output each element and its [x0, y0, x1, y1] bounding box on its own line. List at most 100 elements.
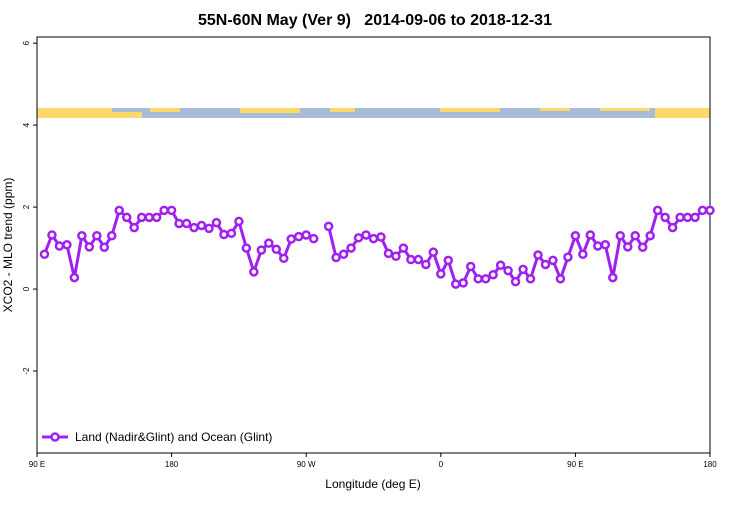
point	[682, 212, 693, 223]
point	[226, 228, 237, 239]
point	[92, 231, 102, 241]
point	[443, 255, 454, 266]
point	[129, 222, 139, 233]
point	[293, 231, 304, 242]
point	[525, 274, 536, 284]
point	[376, 232, 386, 242]
point	[234, 216, 244, 227]
point	[361, 230, 371, 240]
point	[136, 212, 147, 223]
point	[675, 212, 685, 223]
point	[181, 218, 192, 229]
point	[458, 278, 468, 288]
point	[211, 217, 222, 228]
point	[451, 279, 461, 289]
point	[271, 244, 282, 255]
point	[151, 212, 162, 223]
point	[264, 238, 274, 248]
point	[114, 205, 125, 216]
point	[465, 261, 476, 272]
point	[705, 205, 715, 216]
point	[480, 274, 491, 284]
point	[436, 269, 446, 279]
point	[301, 230, 311, 240]
legend-label: Land (Nadir&Glint) and Ocean (Glint)	[75, 430, 272, 444]
point	[39, 249, 50, 259]
point	[121, 212, 132, 223]
plot-frame	[36, 36, 711, 454]
point	[279, 253, 289, 264]
series-line	[43, 207, 710, 286]
point	[174, 218, 184, 229]
point	[690, 212, 700, 223]
point	[473, 274, 483, 284]
x-tick-label: 180	[165, 460, 179, 469]
point	[570, 231, 581, 241]
point	[77, 231, 87, 241]
x-axis-title: Longitude (deg E)	[325, 477, 420, 491]
point	[159, 205, 169, 216]
point	[555, 274, 566, 284]
point	[667, 222, 678, 233]
point	[54, 241, 65, 251]
point	[518, 264, 528, 275]
point	[697, 205, 708, 216]
chart-title: 55N-60N May (Ver 9) 2014-09-06 to 2018-1…	[198, 12, 552, 29]
x-tick-label: 90 E	[567, 460, 583, 469]
point	[533, 250, 543, 260]
point	[144, 212, 154, 223]
point	[346, 243, 356, 253]
point	[99, 242, 110, 253]
point	[608, 272, 618, 283]
y-tick-label: 2	[22, 204, 31, 209]
x-tick-label: 0	[439, 460, 444, 469]
point	[84, 242, 95, 252]
point	[488, 269, 498, 280]
point	[406, 254, 416, 265]
point	[249, 267, 259, 277]
point	[308, 233, 319, 244]
point	[256, 245, 267, 255]
point	[593, 241, 603, 251]
point	[62, 240, 72, 250]
point	[630, 231, 640, 241]
point	[323, 221, 334, 232]
point	[219, 229, 229, 240]
point	[338, 249, 349, 259]
legend-marker	[50, 432, 60, 442]
point	[241, 243, 252, 253]
point	[645, 231, 655, 241]
point	[69, 272, 80, 283]
point	[413, 254, 424, 265]
y-tick-label: -2	[22, 367, 31, 375]
y-tick-label: 6	[22, 40, 31, 45]
point	[503, 265, 513, 276]
point	[637, 242, 648, 253]
point	[47, 230, 57, 240]
point	[540, 259, 551, 270]
y-tick-label: 4	[22, 122, 31, 127]
point	[353, 233, 364, 243]
x-tick-label: 180	[703, 460, 717, 469]
x-tick-label: 90 W	[297, 460, 316, 469]
point	[204, 223, 214, 234]
point	[398, 243, 409, 253]
point	[600, 240, 611, 250]
point	[189, 222, 199, 233]
point	[331, 252, 341, 263]
point	[368, 233, 379, 244]
land-ocean-strip	[37, 108, 710, 118]
point	[652, 205, 663, 216]
y-tick-label: 0	[22, 286, 31, 291]
point	[196, 220, 207, 231]
point	[510, 276, 521, 287]
point	[548, 255, 558, 266]
y-axis-title: XCO2 - MLO trend (ppm)	[1, 178, 15, 313]
point	[107, 231, 117, 241]
point	[286, 234, 296, 244]
point	[421, 259, 431, 270]
point	[563, 252, 573, 262]
point	[615, 231, 626, 241]
point	[585, 230, 596, 240]
